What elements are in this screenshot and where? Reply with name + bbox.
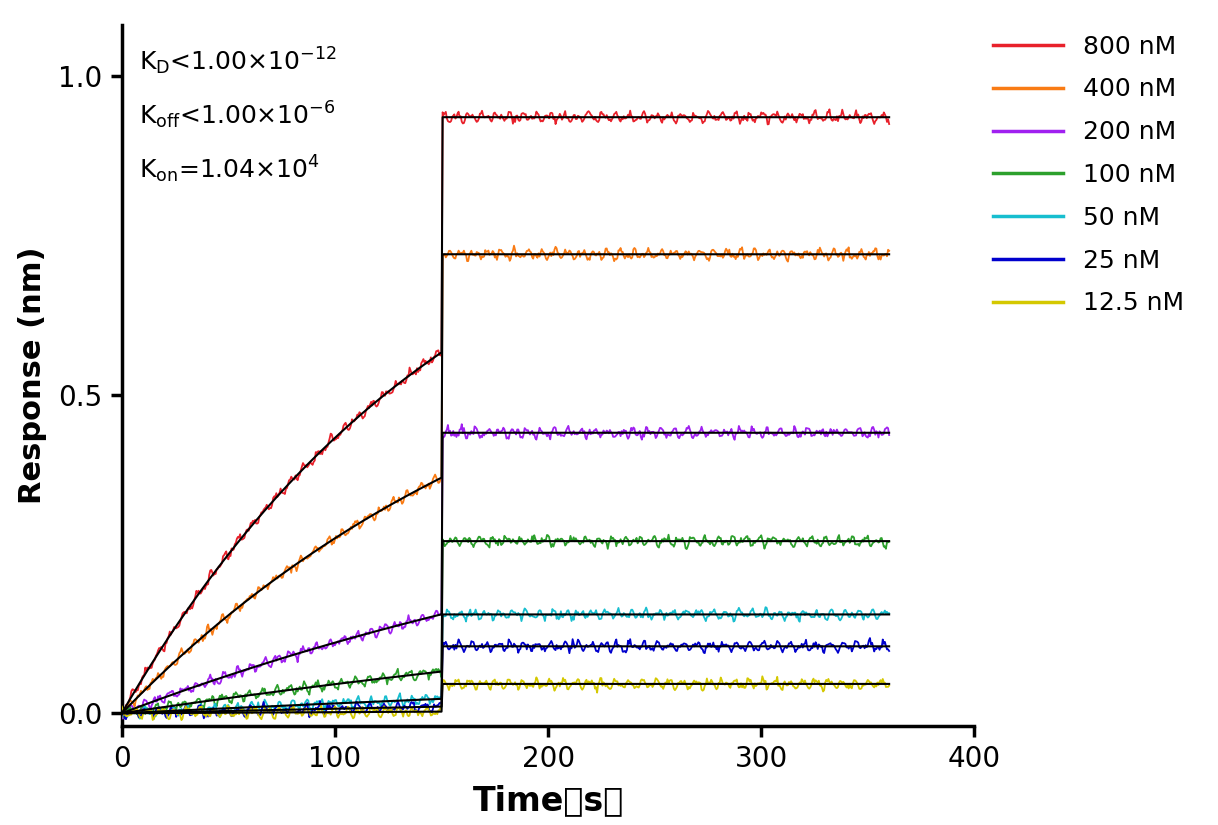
X-axis label: Time（s）: Time（s） bbox=[473, 785, 624, 818]
Y-axis label: Response (nm): Response (nm) bbox=[18, 247, 46, 504]
Legend: 800 nM, 400 nM, 200 nM, 100 nM, 50 nM, 25 nM, 12.5 nM: 800 nM, 400 nM, 200 nM, 100 nM, 50 nM, 2… bbox=[983, 25, 1194, 325]
Text: K$_\mathrm{D}$<1.00×10$^{-12}$
K$_\mathrm{off}$<1.00×10$^{-6}$
K$_\mathrm{on}$=1: K$_\mathrm{D}$<1.00×10$^{-12}$ K$_\mathr… bbox=[139, 45, 336, 185]
